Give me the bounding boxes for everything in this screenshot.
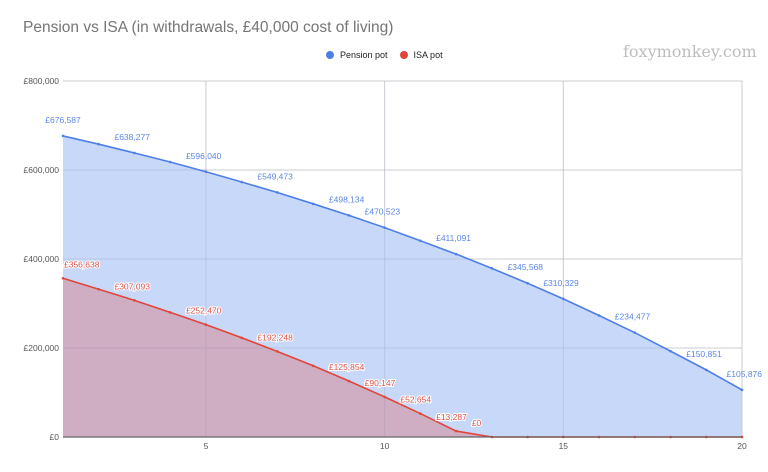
data-point[interactable]	[419, 412, 422, 415]
data-point[interactable]	[168, 311, 172, 314]
data-point[interactable]	[311, 202, 315, 206]
legend-item-pension[interactable]: Pension pot	[326, 50, 388, 60]
data-label: £234,477	[615, 312, 651, 322]
x-tick-label: 5	[204, 441, 209, 451]
data-label: £105,876	[727, 369, 763, 379]
data-point[interactable]	[454, 429, 458, 433]
data-point[interactable]	[383, 395, 386, 399]
data-point[interactable]	[526, 281, 529, 285]
x-tick-label: 15	[559, 441, 569, 451]
data-label: £638,277	[114, 132, 150, 142]
y-tick-label: £0	[50, 432, 60, 442]
y-tick-label: £800,000	[24, 76, 60, 86]
right-edge-strip	[762, 0, 768, 472]
data-point[interactable]	[704, 368, 708, 372]
y-tick-label: £400,000	[24, 254, 60, 264]
data-point[interactable]	[347, 379, 351, 383]
data-label: £310,329	[543, 278, 579, 288]
data-point[interactable]	[97, 142, 101, 146]
data-label: £676,587	[45, 115, 81, 125]
data-point[interactable]	[168, 160, 172, 164]
data-point[interactable]	[597, 314, 601, 317]
data-label: £470,523	[365, 207, 401, 217]
axis-labels: £0 £200,000 £400,000 £600,000 £800,000 5 10 15 2…	[24, 76, 747, 451]
data-label: £90,147	[365, 378, 396, 388]
data-point[interactable]	[204, 323, 208, 326]
data-point[interactable]	[133, 151, 136, 155]
data-point[interactable]	[454, 252, 458, 256]
data-label: £192,248	[257, 332, 293, 342]
data-point[interactable]	[61, 276, 65, 280]
legend-label-pension: Pension pot	[340, 50, 388, 60]
x-tick-label: 20	[737, 441, 747, 451]
data-labels: £676,587 £638,277 £596,040 £549,473 £498,134…	[45, 115, 763, 429]
legend-item-isa[interactable]: ISA pot	[399, 50, 443, 60]
data-label: £411,091	[436, 233, 471, 243]
data-label: £52,654	[400, 395, 431, 405]
data-point[interactable]	[383, 226, 386, 229]
data-point[interactable]	[133, 299, 136, 302]
data-point[interactable]	[347, 214, 351, 217]
isa-area	[63, 278, 742, 437]
data-point[interactable]	[419, 239, 422, 243]
pension-legend-dot-icon	[326, 51, 334, 59]
data-label: £13,287	[436, 412, 467, 422]
data-point[interactable]	[276, 191, 279, 194]
data-label: £498,134	[329, 194, 365, 204]
pension-line[interactable]	[62, 135, 743, 391]
series-areas	[63, 80, 743, 438]
x-tick-label: 10	[380, 441, 390, 451]
data-point[interactable]	[97, 287, 101, 291]
data-point[interactable]	[204, 170, 208, 174]
data-point[interactable]	[276, 350, 279, 353]
watermark: foxymonkey.com	[623, 42, 757, 61]
data-label: £549,473	[257, 171, 293, 181]
data-label: £307,093	[114, 281, 150, 291]
data-point[interactable]	[490, 267, 494, 270]
data-label: £596,040	[186, 151, 222, 161]
data-label: £150,851	[686, 349, 722, 359]
data-point[interactable]	[61, 134, 65, 138]
data-label: £125,854	[329, 362, 365, 372]
data-point[interactable]	[562, 297, 565, 301]
isa-legend-dot-icon	[399, 51, 408, 59]
legend-label-isa: ISA pot	[413, 50, 443, 60]
y-tick-label: £600,000	[24, 165, 60, 175]
data-point[interactable]	[240, 336, 243, 340]
data-point[interactable]	[633, 331, 637, 334]
data-label: £356,638	[64, 259, 100, 269]
data-point[interactable]	[311, 364, 315, 368]
data-point[interactable]	[740, 388, 744, 392]
data-label: £0	[472, 418, 482, 428]
chart-legend: Pension pot ISA pot	[326, 50, 443, 60]
chart-title: Pension vs ISA (in withdrawals, £40,000 …	[23, 19, 394, 36]
data-label: £252,470	[186, 306, 222, 316]
y-tick-label: £200,000	[24, 343, 60, 353]
data-point[interactable]	[240, 180, 243, 184]
data-label: £345,568	[508, 262, 544, 272]
data-point[interactable]	[669, 349, 672, 353]
